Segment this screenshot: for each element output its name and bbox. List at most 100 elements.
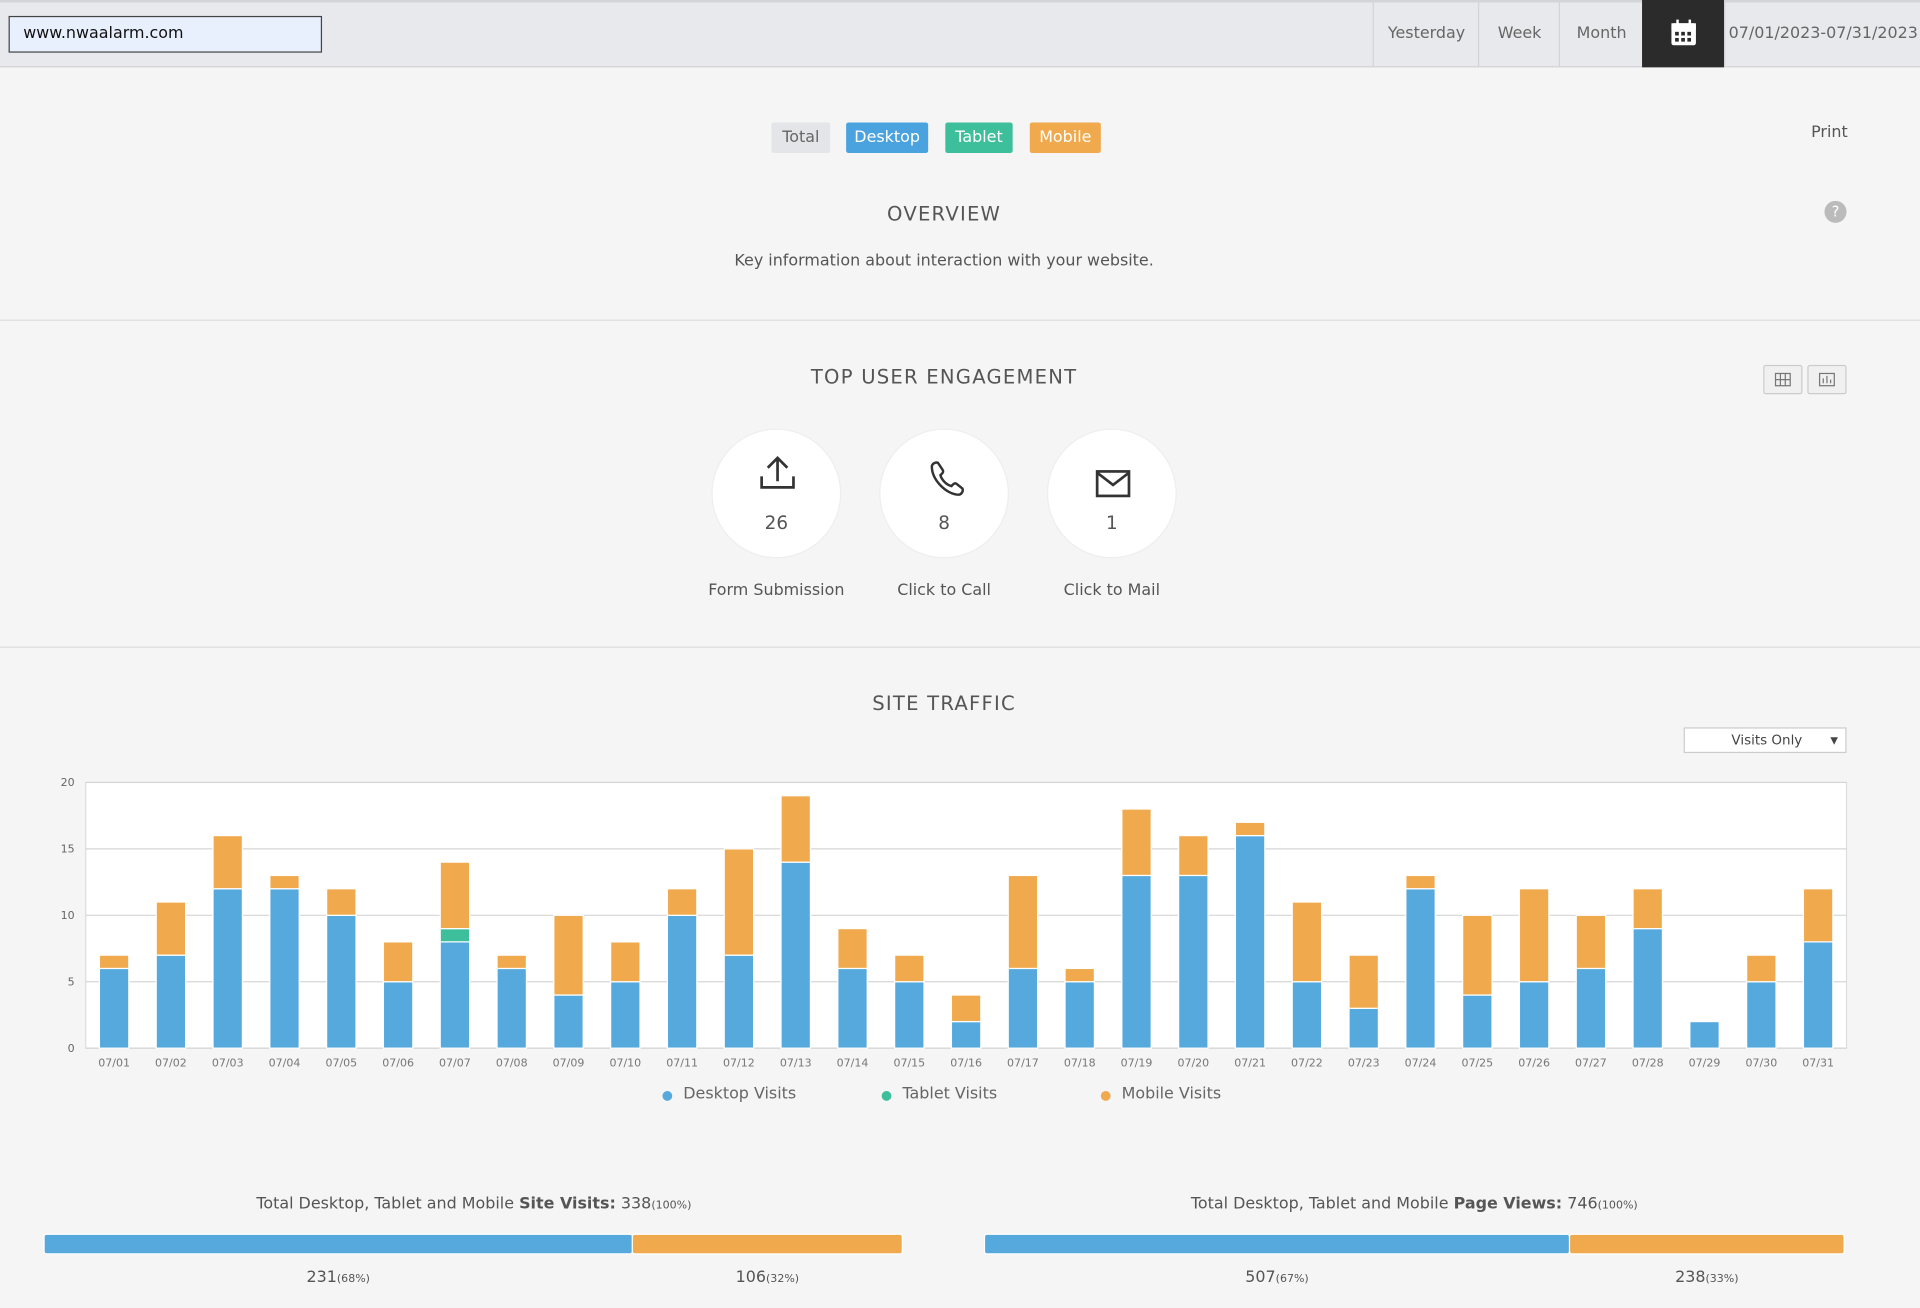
x-tick-label: 07/29 xyxy=(1689,1057,1721,1070)
bar-segment xyxy=(1178,834,1209,877)
calendar-icon xyxy=(1671,19,1696,46)
bar-segment xyxy=(837,927,868,970)
bar-segment xyxy=(1291,901,1323,983)
legend-dot xyxy=(1100,1091,1111,1101)
bar-segment xyxy=(98,967,130,1049)
bar-segment xyxy=(496,967,528,1049)
bar-segment xyxy=(723,848,755,956)
range-button[interactable]: Yesterday xyxy=(1372,0,1480,68)
bar-segment xyxy=(950,1020,982,1049)
x-tick-label: 07/01 xyxy=(98,1057,130,1070)
x-tick-label: 07/05 xyxy=(325,1057,357,1070)
y-tick-label: 20 xyxy=(61,776,75,789)
summary-metric: Page Views: xyxy=(1453,1195,1563,1214)
bar-segment xyxy=(1348,954,1380,1009)
section-title: OVERVIEW xyxy=(887,202,1002,226)
x-tick-label: 07/10 xyxy=(609,1057,641,1070)
legend-label: Desktop Visits xyxy=(683,1084,797,1104)
help-icon[interactable]: ? xyxy=(1824,200,1847,223)
x-tick-label: 07/28 xyxy=(1632,1057,1664,1070)
summary-part-label: 238(33%) xyxy=(1675,1269,1739,1287)
metric-dropdown[interactable]: Visits Only ▼ xyxy=(1683,727,1847,754)
range-button[interactable]: Month xyxy=(1558,0,1643,68)
range-button[interactable]: Week xyxy=(1477,0,1560,68)
bar-segment xyxy=(269,888,300,1049)
x-tick-label: 07/03 xyxy=(212,1057,244,1070)
mail-icon xyxy=(1095,470,1131,498)
x-tick-label: 07/04 xyxy=(269,1057,301,1070)
bar-segment xyxy=(1291,981,1323,1049)
bar-segment xyxy=(1007,874,1039,970)
summary-bars xyxy=(43,1233,1845,1255)
summary-part-value: 238 xyxy=(1675,1268,1706,1287)
summary-total: 338 xyxy=(620,1195,652,1214)
x-tick-label: 07/21 xyxy=(1234,1057,1266,1070)
bar-segment xyxy=(1575,914,1607,970)
summary-segment xyxy=(1568,1233,1845,1255)
y-tick-label: 15 xyxy=(61,843,75,856)
bar-segment xyxy=(1064,981,1096,1049)
bar-segment xyxy=(155,901,187,956)
section-title: TOP USER ENGAGEMENT xyxy=(810,364,1078,389)
summary-total: 746 xyxy=(1567,1195,1598,1214)
x-tick-label: 07/08 xyxy=(496,1057,528,1070)
summary-part-value: 106 xyxy=(735,1268,767,1287)
bar-segment xyxy=(212,888,244,1049)
bar-segment xyxy=(950,994,982,1023)
calendar-button[interactable] xyxy=(1642,0,1725,68)
summary-part-label: 106(32%) xyxy=(736,1269,800,1287)
engagement-circle xyxy=(1046,428,1177,559)
bar-segment xyxy=(98,954,130,970)
bar-segment xyxy=(780,795,812,863)
bar-segment xyxy=(1178,874,1209,1049)
date-range[interactable]: 07/01/2023-07/31/2023 xyxy=(1724,0,1920,68)
chart-view-button[interactable] xyxy=(1807,364,1847,395)
filter-total[interactable]: Total xyxy=(771,122,831,154)
url-input[interactable]: www.nwaalarm.com xyxy=(8,15,323,53)
y-tick-label: 10 xyxy=(61,909,75,922)
bar-segment xyxy=(1689,1020,1720,1049)
print-link[interactable]: Print xyxy=(1811,123,1848,143)
summary-part-label: 231(68%) xyxy=(306,1269,370,1287)
x-tick-label: 07/19 xyxy=(1121,1057,1153,1070)
legend-dot xyxy=(881,1091,892,1101)
bar-segment xyxy=(1348,1007,1380,1049)
divider xyxy=(0,646,1920,648)
section-subtitle: Key information about interaction with y… xyxy=(734,252,1154,271)
bar-segment xyxy=(1064,967,1096,983)
filter-desktop[interactable]: Desktop xyxy=(846,122,929,154)
x-tick-label: 07/24 xyxy=(1405,1057,1437,1070)
bar-segment xyxy=(1632,927,1664,1049)
summary-part-pct: (33%) xyxy=(1705,1273,1739,1286)
traffic-chart: 0 5 10 15 20 07/01 07/02 07/03 07/04 07/05 07/06 07… xyxy=(61,776,1848,1070)
legend-dot xyxy=(662,1091,673,1101)
summary-part-value: 507 xyxy=(1245,1268,1276,1287)
x-tick-label: 07/27 xyxy=(1575,1057,1607,1070)
bar-segment xyxy=(439,861,471,930)
filter-mobile[interactable]: Mobile xyxy=(1029,122,1101,154)
summary-part-pct: (68%) xyxy=(336,1273,370,1286)
x-tick-label: 07/16 xyxy=(950,1057,982,1070)
table-view-button[interactable] xyxy=(1763,364,1803,395)
filter-tablet[interactable]: Tablet xyxy=(945,122,1013,154)
bar-segment xyxy=(439,941,471,1049)
x-tick-label: 07/12 xyxy=(723,1057,755,1070)
bar-segment xyxy=(212,834,244,890)
table-icon xyxy=(1774,372,1791,387)
divider xyxy=(0,319,1920,321)
x-tick-label: 07/17 xyxy=(1007,1057,1039,1070)
y-tick-label: 5 xyxy=(68,975,75,988)
bar-segment xyxy=(1746,981,1777,1049)
engagement-label: Click to Call xyxy=(897,581,991,601)
bar-segment xyxy=(1405,874,1436,890)
x-tick-label: 07/25 xyxy=(1461,1057,1493,1070)
bar-segment xyxy=(780,861,812,1049)
bar-segment xyxy=(326,914,357,1049)
summary-prefix: Total Desktop, Tablet and Mobile xyxy=(1190,1195,1449,1214)
section-title: SITE TRAFFIC xyxy=(872,691,1016,716)
bar-segment xyxy=(1802,941,1834,1049)
bar-segment xyxy=(1746,954,1777,983)
bar-segment xyxy=(610,941,641,983)
summary-total-pct: (100%) xyxy=(1597,1200,1638,1213)
